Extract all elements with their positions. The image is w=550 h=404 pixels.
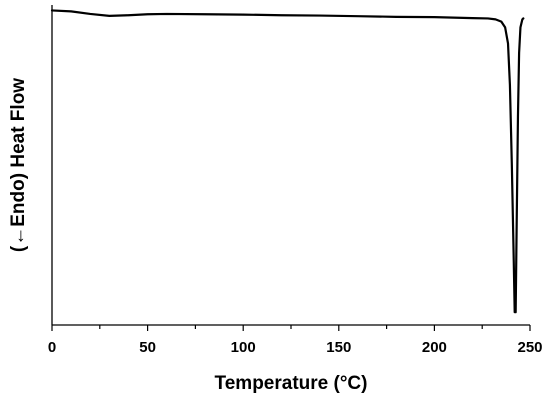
x-tick-label: 250 <box>517 339 542 356</box>
x-tick-label: 0 <box>48 339 56 356</box>
x-tick-label: 50 <box>139 339 156 356</box>
plot-area: 0 50 100 150 200 250 <box>48 5 543 356</box>
x-axis-tick-labels: 0 50 100 150 200 250 <box>48 339 543 356</box>
x-tick-label: 100 <box>231 339 256 356</box>
x-axis-title: Temperature (°C) <box>215 373 368 394</box>
heat-flow-curve <box>50 9 525 314</box>
x-tick-label: 150 <box>326 339 351 356</box>
x-tick-label: 200 <box>422 339 447 356</box>
x-axis-ticks <box>51 325 531 331</box>
y-axis-title: (←Endo) Heat Flow <box>8 78 29 252</box>
